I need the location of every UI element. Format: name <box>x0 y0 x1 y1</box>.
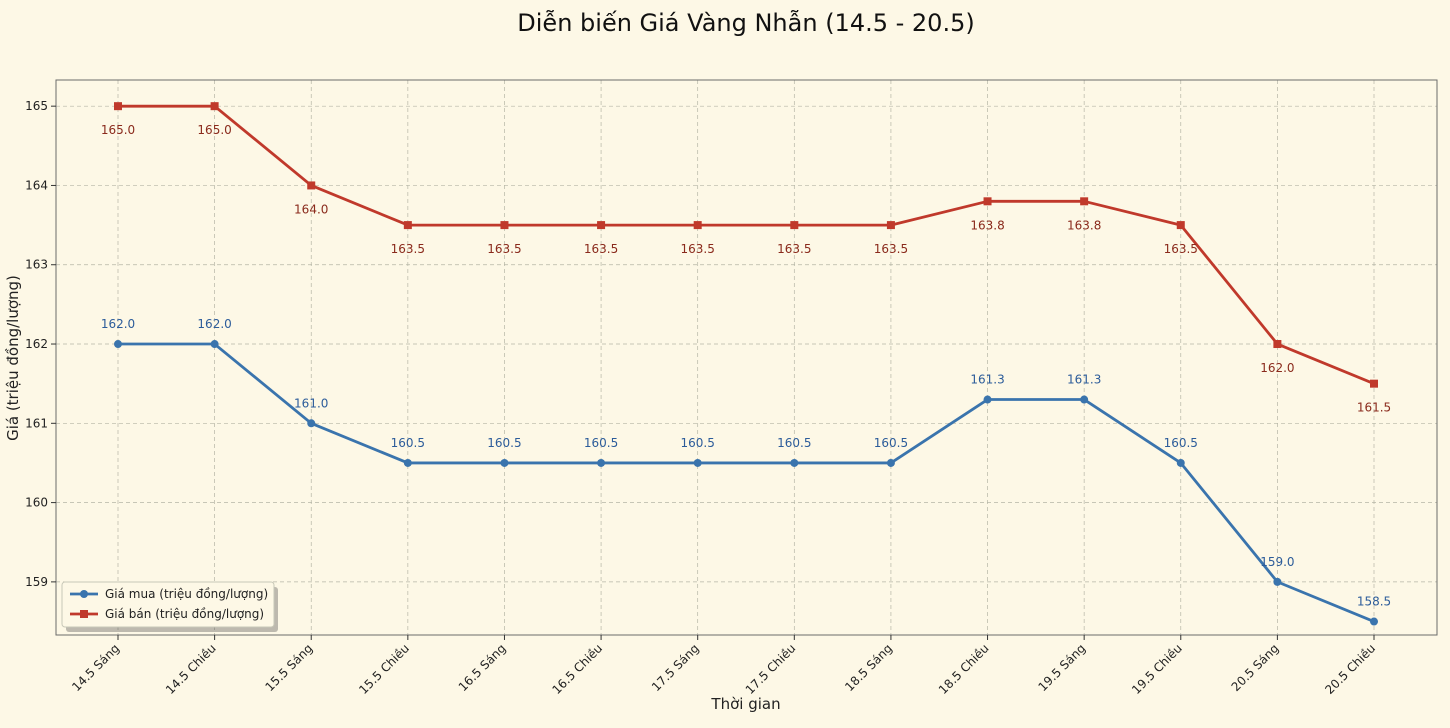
data-label-sell: 165.0 <box>197 123 231 137</box>
y-tick-label: 165 <box>25 99 48 113</box>
data-point-sell <box>1080 197 1089 206</box>
data-label-sell: 163.5 <box>487 242 521 256</box>
data-label-sell: 163.5 <box>874 242 908 256</box>
data-point-buy <box>500 458 509 467</box>
data-label-buy: 160.5 <box>777 436 811 450</box>
data-point-sell <box>307 181 316 190</box>
data-label-sell: 163.5 <box>1164 242 1198 256</box>
series-lines <box>114 102 1378 626</box>
data-label-buy: 160.5 <box>874 436 908 450</box>
data-point-sell <box>500 221 509 230</box>
y-tick-label: 160 <box>25 496 48 510</box>
data-point-sell <box>983 197 992 206</box>
data-label-buy: 162.0 <box>197 317 231 331</box>
data-point-sell <box>114 102 122 111</box>
legend: Giá mua (triệu đồng/lượng) Giá bán (triệu… <box>61 581 278 632</box>
y-tick-label: 163 <box>25 258 48 272</box>
data-point-buy <box>983 395 992 404</box>
data-point-sell <box>1176 221 1185 230</box>
data-point-sell <box>1370 379 1378 388</box>
legend-marker-circle <box>80 590 88 598</box>
data-point-sell <box>597 221 606 230</box>
data-label-sell: 161.5 <box>1357 401 1391 415</box>
data-point-buy <box>597 458 606 467</box>
data-label-buy: 158.5 <box>1357 595 1391 609</box>
data-point-sell <box>693 221 702 230</box>
data-point-buy <box>886 458 895 467</box>
legend-box <box>61 581 275 628</box>
y-tick-label: 161 <box>25 416 48 430</box>
x-axis-label: Thời gian <box>710 695 780 713</box>
legend-marker-square <box>80 610 88 618</box>
data-point-buy <box>693 458 702 467</box>
data-point-buy <box>307 419 316 428</box>
data-point-sell <box>886 221 895 230</box>
data-label-sell: 163.5 <box>681 242 715 256</box>
data-point-buy <box>210 340 219 349</box>
data-label-buy: 161.3 <box>1067 373 1101 387</box>
data-label-buy: 159.0 <box>1260 555 1294 569</box>
chart-title: Diễn biến Giá Vàng Nhẫn (14.5 - 20.5) <box>517 8 974 37</box>
data-point-sell <box>403 221 412 230</box>
plot-frame <box>55 79 1438 636</box>
legend-items: Giá mua (triệu đồng/lượng) Giá bán (triệu… <box>70 587 268 621</box>
grid <box>56 80 1437 635</box>
data-label-sell: 163.5 <box>584 242 618 256</box>
data-point-buy <box>1080 395 1089 404</box>
data-label-buy: 161.0 <box>294 396 328 410</box>
data-label-buy: 160.5 <box>1164 436 1198 450</box>
data-point-buy <box>790 458 799 467</box>
data-label-buy: 160.5 <box>584 436 618 450</box>
data-label-buy: 160.5 <box>391 436 425 450</box>
legend-label: Giá bán (triệu đồng/lượng) <box>105 607 264 621</box>
y-tick-label: 162 <box>25 337 48 351</box>
data-label-buy: 162.0 <box>101 317 135 331</box>
data-point-sell <box>790 221 799 230</box>
data-point-sell <box>210 102 219 111</box>
data-point-buy <box>1273 577 1282 586</box>
series-line-sell <box>118 104 1375 385</box>
y-tick-label: 164 <box>25 178 48 192</box>
data-point-sell <box>1273 340 1282 349</box>
data-point-buy <box>1176 458 1185 467</box>
data-label-sell: 165.0 <box>101 123 135 137</box>
data-label-sell: 164.0 <box>294 202 328 216</box>
data-label-sell: 163.8 <box>1067 218 1101 232</box>
data-label-buy: 160.5 <box>487 436 521 450</box>
data-label-sell: 163.8 <box>970 218 1004 232</box>
y-axis-label: Giá (triệu đồng/lượng) <box>4 275 22 441</box>
data-label-sell: 163.5 <box>391 242 425 256</box>
data-point-buy <box>1370 617 1378 626</box>
legend-label: Giá mua (triệu đồng/lượng) <box>105 587 268 601</box>
data-labels: 162.0 162.0 161.0 160.5 160.5 160.5 160.5 160.5… <box>101 123 1391 608</box>
data-label-sell: 163.5 <box>777 242 811 256</box>
data-point-buy <box>114 340 122 349</box>
data-point-buy <box>403 458 412 467</box>
series-line-buy <box>118 342 1375 623</box>
y-axis-ticks: 159 160 161 162 163 164 165 <box>25 99 56 589</box>
data-label-buy: 160.5 <box>681 436 715 450</box>
y-tick-label: 159 <box>25 575 48 589</box>
data-label-sell: 162.0 <box>1260 361 1294 375</box>
data-label-buy: 161.3 <box>970 373 1004 387</box>
